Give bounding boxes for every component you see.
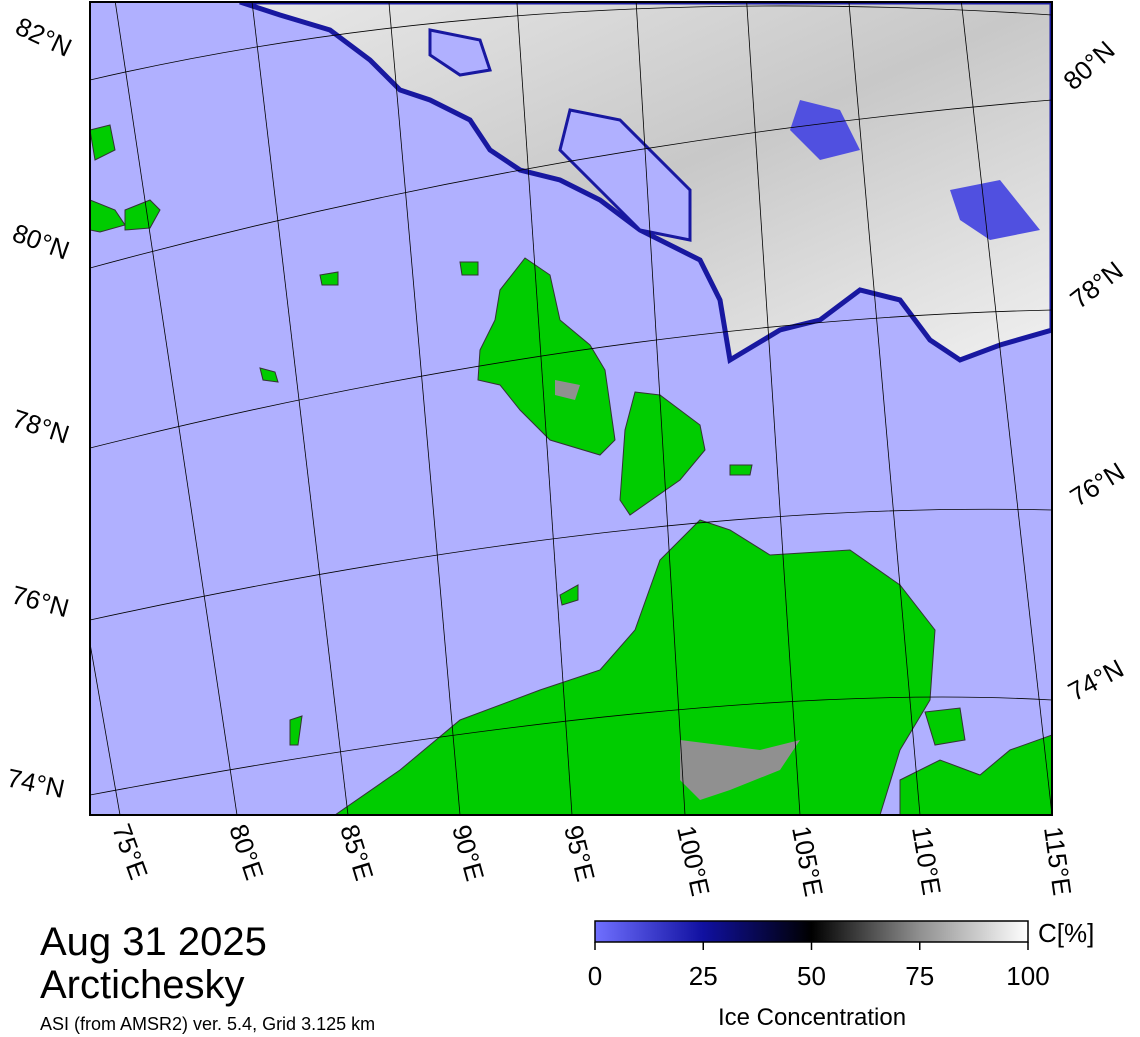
region-title: Arctichesky — [40, 963, 245, 1007]
colorbar-tick-label: 75 — [905, 961, 934, 991]
lon-label: 75°E — [106, 820, 154, 884]
colorbar-tick-label: 0 — [588, 961, 602, 991]
lat-label: 78°N — [1064, 255, 1128, 314]
source-note: ASI (from AMSR2) ver. 5.4, Grid 3.125 km — [40, 1014, 375, 1034]
lon-label: 100°E — [671, 823, 716, 899]
colorbar-unit: C[%] — [1038, 918, 1094, 948]
land — [90, 124, 1052, 815]
date-title: Aug 31 2025 — [40, 920, 267, 964]
lat-label: 76°N — [8, 579, 72, 623]
lon-label: 95°E — [558, 822, 601, 884]
polynya — [558, 108, 692, 242]
map-area — [90, 2, 1052, 815]
colorbar-label: Ice Concentration — [718, 1004, 906, 1031]
lat-label: 74°N — [1063, 653, 1128, 707]
lat-line — [90, 5, 1052, 81]
glacier — [555, 380, 800, 800]
lon-label: 90°E — [446, 822, 490, 885]
lon-label: 105°E — [786, 823, 829, 899]
low-ice — [790, 100, 860, 160]
lat-label: 80°N — [9, 218, 74, 266]
lon-label: 110°E — [906, 824, 947, 897]
lat-label: 80°N — [1057, 35, 1120, 96]
colorbar-tick-label: 100 — [1006, 961, 1049, 991]
lat-label: 78°N — [9, 403, 74, 449]
lat-label: 74°N — [4, 762, 67, 803]
lat-label: 76°N — [1065, 456, 1130, 512]
colorbar-tick-label: 25 — [689, 961, 718, 991]
graticule — [90, 2, 1052, 815]
colorbar-tick-label: 50 — [797, 961, 826, 991]
lon-label: 80°E — [223, 820, 269, 883]
polynya — [428, 28, 492, 77]
lon-label: 115°E — [1038, 825, 1077, 898]
colorbar — [594, 920, 1029, 943]
lat-label: 82°N — [11, 11, 76, 63]
low-ice — [950, 180, 1040, 240]
lon-label: 85°E — [334, 821, 379, 884]
map-frame — [89, 1, 1053, 816]
